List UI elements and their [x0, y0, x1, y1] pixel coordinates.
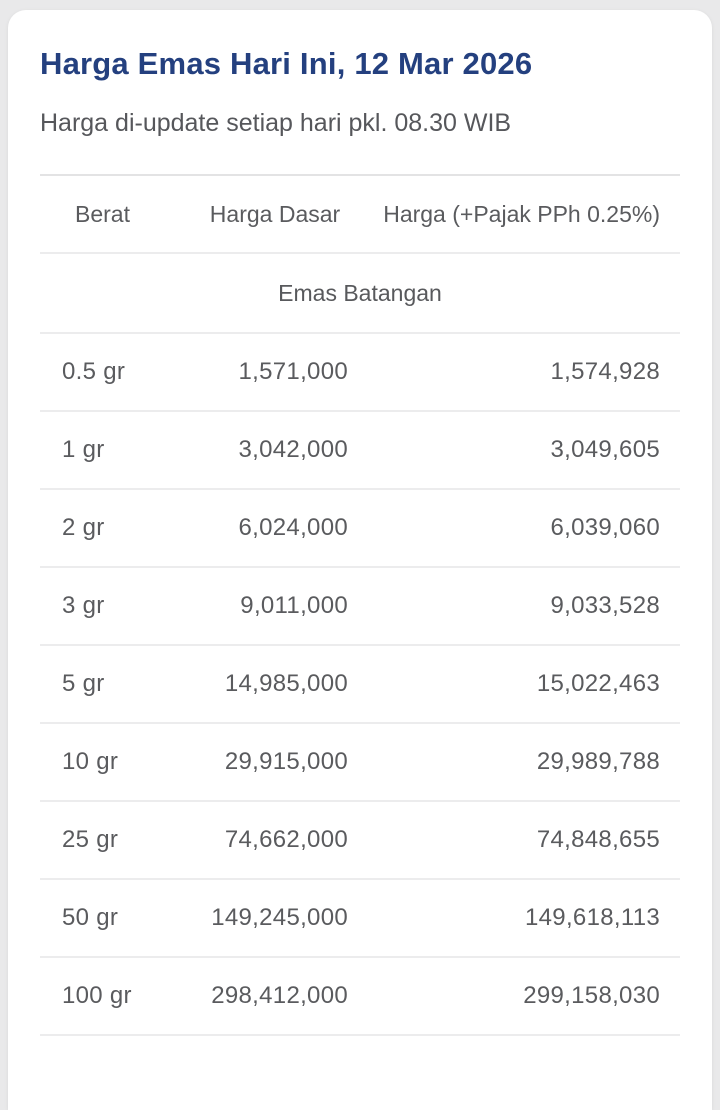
taxed-price-cell: 9,033,528 — [550, 592, 660, 619]
table-row: 25 gr 74,662,000 74,848,655 — [40, 801, 680, 879]
table-row: 50 gr 149,245,000 149,618,113 — [40, 879, 680, 957]
base-price-cell: 74,662,000 — [224, 826, 348, 853]
base-price-cell: 3,042,000 — [238, 436, 348, 463]
taxed-price-cell: 3,049,605 — [550, 436, 660, 463]
table-row: 0.5 gr 1,571,000 1,574,928 — [40, 333, 680, 411]
table-row: 2 gr 6,024,000 6,039,060 — [40, 489, 680, 567]
update-schedule-note: Harga di-update setiap hari pkl. 08.30 W… — [40, 109, 512, 137]
weight-cell: 5 gr — [62, 670, 105, 697]
taxed-price-cell: 15,022,463 — [536, 670, 660, 697]
weight-cell: 3 gr — [62, 592, 105, 619]
column-header-berat: Berat — [75, 200, 130, 227]
base-price-cell: 6,024,000 — [238, 514, 348, 541]
table-header-row: Berat Harga Dasar Harga (+Pajak PPh 0.25… — [40, 175, 680, 253]
base-price-cell: 9,011,000 — [240, 592, 348, 619]
taxed-price-cell: 29,989,788 — [536, 748, 660, 775]
weight-cell: 50 gr — [62, 904, 119, 931]
weight-cell: 1 gr — [62, 436, 105, 463]
table-row: 100 gr 298,412,000 299,158,030 — [40, 957, 680, 1035]
section-title: Emas Batangan — [278, 279, 442, 306]
weight-cell: 100 gr — [62, 982, 132, 1009]
taxed-price-cell: 299,158,030 — [523, 982, 660, 1009]
table-row: 5 gr 14,985,000 15,022,463 — [40, 645, 680, 723]
taxed-price-cell: 6,039,060 — [550, 514, 660, 541]
base-price-cell: 14,985,000 — [224, 670, 348, 697]
base-price-cell: 298,412,000 — [211, 982, 348, 1009]
taxed-price-cell: 1,574,928 — [550, 358, 660, 385]
taxed-price-cell: 74,848,655 — [536, 826, 660, 853]
taxed-price-cell: 149,618,113 — [525, 904, 660, 931]
page-title: Harga Emas Hari Ini, 12 Mar 2026 — [40, 46, 533, 81]
table-body: Emas Batangan 0.5 gr 1,571,000 1,574,928 1 … — [40, 253, 680, 1035]
base-price-cell: 149,245,000 — [211, 904, 348, 931]
section-header-row: Emas Batangan — [40, 253, 680, 333]
gold-price-table: Berat Harga Dasar Harga (+Pajak PPh 0.25… — [40, 174, 680, 1036]
column-header-harga-pajak: Harga (+Pajak PPh 0.25%) — [383, 200, 660, 227]
table-row: 1 gr 3,042,000 3,049,605 — [40, 411, 680, 489]
column-header-harga-dasar: Harga Dasar — [209, 200, 341, 227]
weight-cell: 25 gr — [62, 826, 119, 853]
table-row: 3 gr 9,011,000 9,033,528 — [40, 567, 680, 645]
table-row: 10 gr 29,915,000 29,989,788 — [40, 723, 680, 801]
weight-cell: 10 gr — [62, 748, 119, 775]
gold-price-card: Harga Emas Hari Ini, 12 Mar 2026 Harga d… — [8, 10, 712, 1110]
weight-cell: 0.5 gr — [62, 358, 126, 385]
weight-cell: 2 gr — [62, 514, 105, 541]
base-price-cell: 1,571,000 — [238, 358, 348, 385]
base-price-cell: 29,915,000 — [224, 748, 348, 775]
